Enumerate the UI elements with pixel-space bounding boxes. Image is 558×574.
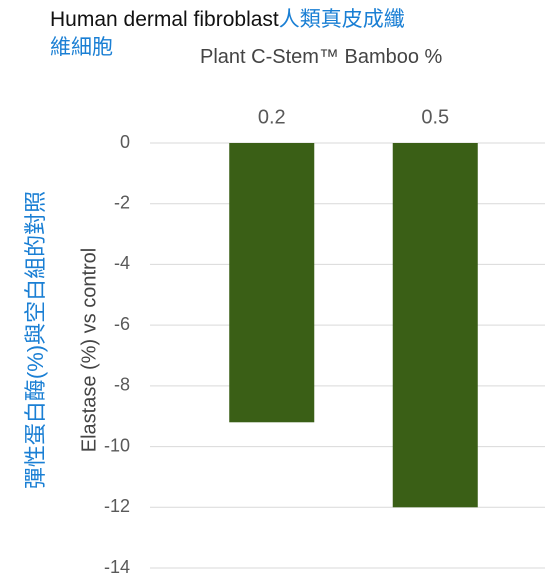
title-zh: 人類真皮成纖維細胞 <box>50 8 405 59</box>
bar <box>392 143 478 508</box>
x-tick-label: 0.5 <box>421 106 449 128</box>
y-tick-label: -2 <box>114 192 130 212</box>
chart-title: Human dermal fibroblast人類真皮成纖維細胞 <box>50 6 422 62</box>
bar <box>229 143 315 423</box>
y-tick-label: -8 <box>114 375 130 395</box>
y-tick-label: -14 <box>104 557 130 574</box>
y-axis-title-zh: 彈性蛋白酶(%)與空白組的對照 <box>23 190 48 490</box>
y-axis-title: Elastase (%) vs control <box>78 247 101 453</box>
y-tick-label: -4 <box>114 253 130 273</box>
x-axis-title: Plant C-Stem™ Bamboo % <box>200 46 443 68</box>
y-tick-label: -6 <box>114 314 130 334</box>
x-tick-label: 0.2 <box>258 106 286 128</box>
y-tick-label: -12 <box>104 496 130 516</box>
y-tick-label: 0 <box>120 132 130 152</box>
y-tick-label: -10 <box>104 435 130 455</box>
title-en: Human dermal fibroblast <box>50 8 279 31</box>
